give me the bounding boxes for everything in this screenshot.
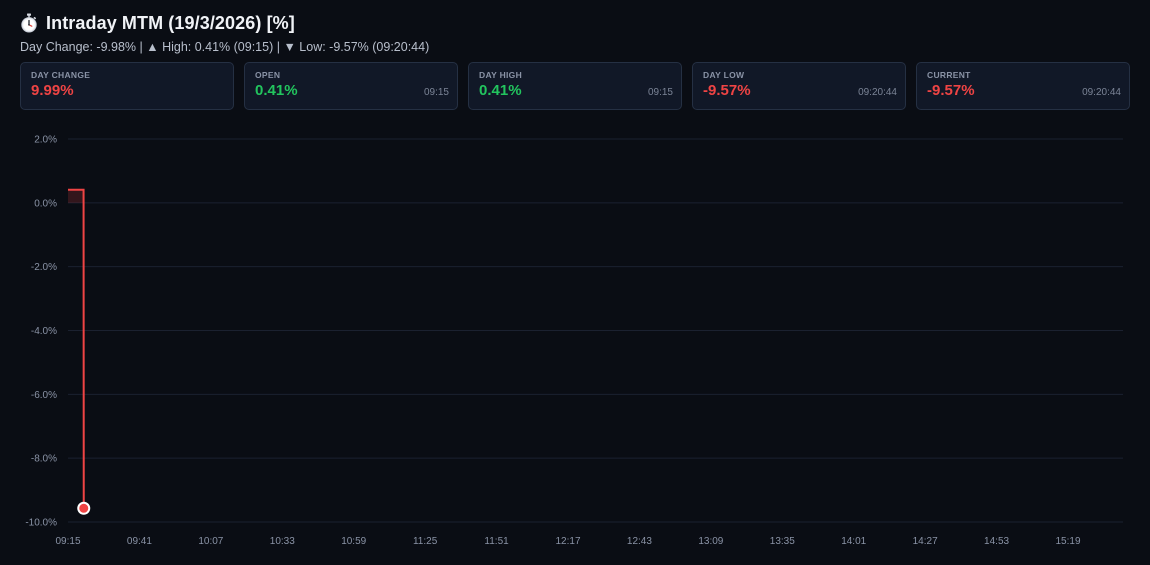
chart-title: Intraday MTM (19/3/2026) [%] <box>46 12 295 33</box>
x-tick-label: 14:01 <box>841 536 866 547</box>
x-tick-label: 10:07 <box>198 536 223 547</box>
x-tick-label: 15:19 <box>1055 536 1080 547</box>
mtm-chart: 2.0% 0.0% -2.0% -4.0% -6.0% -8.0% -10.0% 09:15… <box>25 135 1123 547</box>
stat-card-day-change: DAY CHANGE 9.99% <box>20 62 234 110</box>
x-tick-label: 14:53 <box>984 536 1009 547</box>
y-tick-label: -4.0% <box>31 326 57 337</box>
y-tick-label: -10.0% <box>25 518 57 529</box>
stat-card-label: DAY HIGH <box>479 70 523 80</box>
stat-card-value: 0.41% <box>479 82 522 99</box>
y-tick-label: -6.0% <box>31 390 57 401</box>
x-tick-label: 09:15 <box>55 536 80 547</box>
x-tick-label: 10:33 <box>270 536 295 547</box>
stat-card-label: OPEN <box>255 70 281 80</box>
stat-cards: DAY CHANGE 9.99% OPEN 0.41% 09:15 DAY HI… <box>20 62 1130 110</box>
stat-card-value: -9.57% <box>927 82 975 99</box>
last-point-marker <box>77 501 91 515</box>
stat-card-time: 09:20:44 <box>1082 87 1121 98</box>
stat-card-day-low: DAY LOW -9.57% 09:20:44 <box>692 62 906 110</box>
x-tick-label: 11:25 <box>413 536 438 547</box>
series-line <box>68 188 85 509</box>
x-tick-label: 13:35 <box>770 536 795 547</box>
stat-card-label: DAY CHANGE <box>31 70 91 80</box>
x-tick-label: 10:59 <box>341 536 366 547</box>
y-tick-label: -2.0% <box>31 262 57 273</box>
x-tick-label: 11:51 <box>484 536 509 547</box>
y-tick-label: 0.0% <box>34 198 57 209</box>
y-tick-label: 2.0% <box>34 135 57 146</box>
chart-area: 2.0% 0.0% -2.0% -4.0% -6.0% -8.0% -10.0% 09:15… <box>0 120 1150 565</box>
stat-card-value: -9.57% <box>703 82 751 99</box>
x-tick-label: 09:41 <box>127 536 152 547</box>
stat-card-value: 0.41% <box>255 82 298 99</box>
stat-card-time: 09:20:44 <box>858 87 897 98</box>
chart-subtitle: Day Change: -9.98% | ▲ High: 0.41% (09:1… <box>20 40 430 54</box>
stat-card-current: CURRENT -9.57% 09:20:44 <box>916 62 1130 110</box>
stat-card-label: CURRENT <box>927 70 971 80</box>
chart-header: Intraday MTM (19/3/2026) [%] Day Change:… <box>20 11 1130 55</box>
stat-card-time: 09:15 <box>647 87 673 98</box>
title-row: Intraday MTM (19/3/2026) [%] <box>20 11 1130 35</box>
x-tick-label: 14:27 <box>913 536 938 547</box>
stat-card-time: 09:15 <box>423 87 449 98</box>
x-tick-label: 12:17 <box>555 536 580 547</box>
stat-card-value: 9.99% <box>31 82 74 99</box>
stat-card-open: OPEN 0.41% 09:15 <box>244 62 458 110</box>
x-tick-label: 13:09 <box>698 536 723 547</box>
y-tick-label: -8.0% <box>31 454 57 465</box>
stopwatch-icon <box>20 13 38 33</box>
series-area <box>68 189 84 509</box>
stat-card-label: DAY LOW <box>703 70 745 80</box>
stat-card-day-high: DAY HIGH 0.41% 09:15 <box>468 62 682 110</box>
x-tick-label: 12:43 <box>627 536 652 547</box>
